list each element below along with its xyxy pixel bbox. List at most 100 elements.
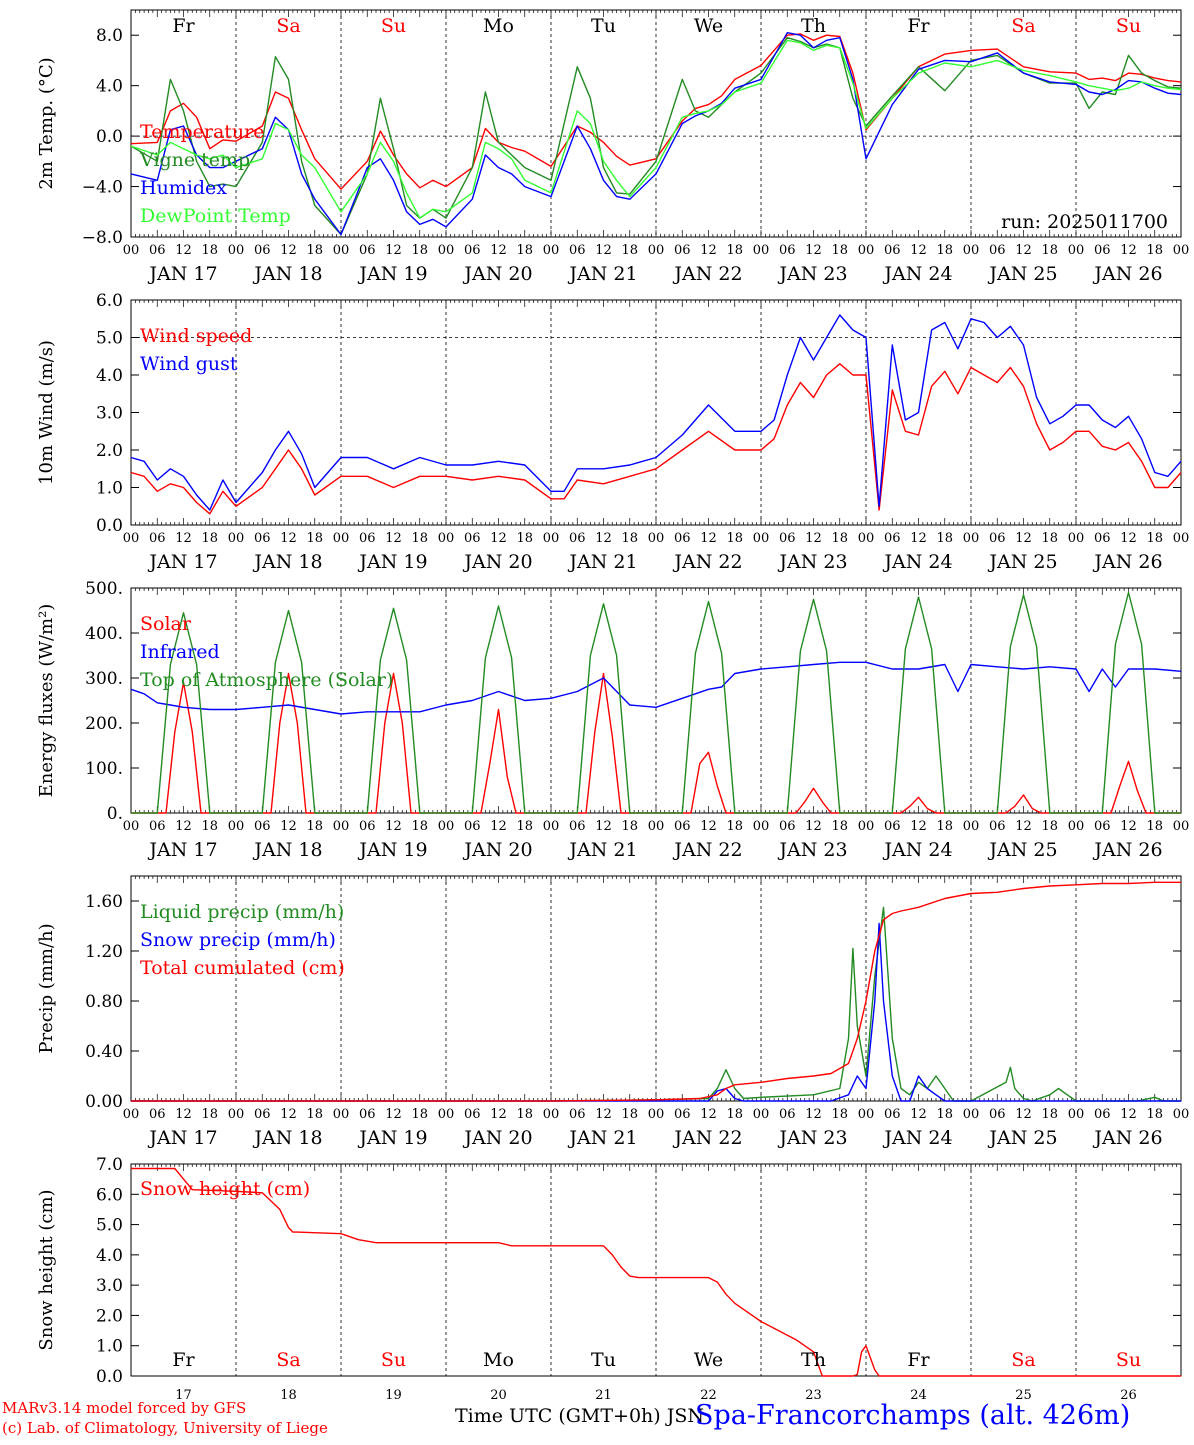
y-tick-label: 4.0 [96,77,123,97]
series-temperature [130,33,1182,190]
hour-tick-label: 12 [385,243,402,258]
hour-tick-label: 06 [674,819,691,834]
hour-tick-label: 00 [228,1107,245,1122]
hour-tick-label: 12 [595,531,612,546]
day-name-bottom: We [694,1349,723,1371]
y-axis-label: Snow height (cm) [36,1189,57,1350]
hour-tick-label: 18 [306,1107,323,1122]
hour-tick-label: 00 [963,1107,980,1122]
hour-tick-label: 12 [910,819,927,834]
hour-tick-label: 12 [910,243,927,258]
hour-tick-label: 12 [385,1107,402,1122]
hour-tick-label: 00 [1173,243,1190,258]
y-axis-label: 2m Temp. (°C) [36,57,57,189]
date-label: JAN 23 [777,839,847,861]
hour-tick-label: 06 [779,819,796,834]
hour-tick-label: 18 [411,819,428,834]
date-label: JAN 25 [987,551,1057,573]
hour-tick-label: 12 [1120,1107,1137,1122]
hour-tick-label: 12 [700,531,717,546]
hour-tick-label: 18 [516,1107,533,1122]
y-tick-label: 0.80 [85,992,123,1012]
hour-tick-label: 06 [779,1107,796,1122]
hour-tick-label: 06 [674,243,691,258]
date-label: JAN 22 [672,263,742,285]
hour-tick-label: 06 [989,531,1006,546]
legend-entry: Infrared [140,641,220,663]
hour-tick-label: 18 [1041,819,1058,834]
date-label: JAN 24 [882,263,952,285]
hour-tick-label: 18 [1146,243,1163,258]
hour-tick-label: 12 [490,1107,507,1122]
date-label: JAN 20 [462,1127,532,1149]
hour-tick-label: 12 [805,1107,822,1122]
hour-tick-label: 18 [936,1107,953,1122]
hour-tick-label: 00 [963,243,980,258]
legend-entry: Total cumulated (cm) [140,957,345,979]
day-name-bottom: Mo [483,1349,514,1371]
hour-tick-label: 00 [333,1107,350,1122]
hour-tick-label: 06 [779,243,796,258]
y-tick-label: 300. [85,669,123,689]
date-label: JAN 26 [1092,263,1162,285]
date-label: JAN 18 [252,551,322,573]
hour-tick-label: 12 [385,819,402,834]
date-label: JAN 17 [147,551,217,573]
date-label: JAN 20 [462,839,532,861]
date-label: JAN 21 [567,839,637,861]
hour-tick-label: 00 [753,819,770,834]
hour-tick-label: 06 [569,819,586,834]
hour-tick-label: 18 [516,243,533,258]
day-number: 26 [1120,1388,1137,1403]
day-number: 24 [910,1388,927,1403]
hour-tick-label: 00 [648,243,665,258]
hour-tick-label: 12 [595,243,612,258]
hour-tick-label: 00 [858,819,875,834]
hour-tick-label: 00 [438,819,455,834]
hour-tick-label: 00 [1173,531,1190,546]
legend-entry: Liquid precip (mm/h) [140,901,344,923]
hour-tick-label: 18 [726,819,743,834]
hour-tick-label: 06 [149,243,166,258]
series-wind-speed [130,363,1182,515]
hour-tick-label: 12 [175,243,192,258]
hour-tick-label: 06 [149,819,166,834]
hour-tick-label: 00 [858,243,875,258]
date-label: JAN 18 [252,1127,322,1149]
hour-tick-label: 00 [543,531,560,546]
hour-tick-label: 18 [306,243,323,258]
hour-tick-label: 06 [884,243,901,258]
station-name: Spa-Francorchamps (alt. 426m) [695,1400,1131,1431]
hour-tick-label: 12 [700,243,717,258]
hour-tick-label: 12 [595,819,612,834]
y-tick-label: 6.0 [96,291,123,311]
day-name-bottom: Sa [1011,1349,1035,1371]
hour-tick-label: 06 [359,819,376,834]
hour-tick-label: 06 [989,243,1006,258]
hour-tick-label: 00 [1068,1107,1085,1122]
hour-tick-label: 18 [621,1107,638,1122]
y-tick-label: 0.0 [96,127,123,147]
hour-tick-label: 06 [254,1107,271,1122]
hour-tick-label: 12 [805,531,822,546]
hour-tick-label: 06 [674,1107,691,1122]
x-axis-title: Time UTC (GMT+0h) JSN [455,1405,704,1427]
date-label: JAN 23 [777,263,847,285]
series-humidex [130,32,1182,236]
hour-tick-label: 00 [543,819,560,834]
hour-tick-label: 06 [254,243,271,258]
series-top-of-atmosphere-solar- [131,591,1181,814]
day-name-top: Sa [276,15,300,37]
series-dewpoint-temp [130,39,1182,219]
hour-tick-label: 06 [1094,819,1111,834]
y-tick-label: 4.0 [96,366,123,386]
hour-tick-label: 00 [228,819,245,834]
date-label: JAN 17 [147,263,217,285]
day-name-bottom: Sa [276,1349,300,1371]
hour-tick-label: 18 [201,243,218,258]
hour-tick-label: 00 [438,243,455,258]
day-name-top: Fr [172,15,195,37]
y-tick-label: 100. [85,759,123,779]
